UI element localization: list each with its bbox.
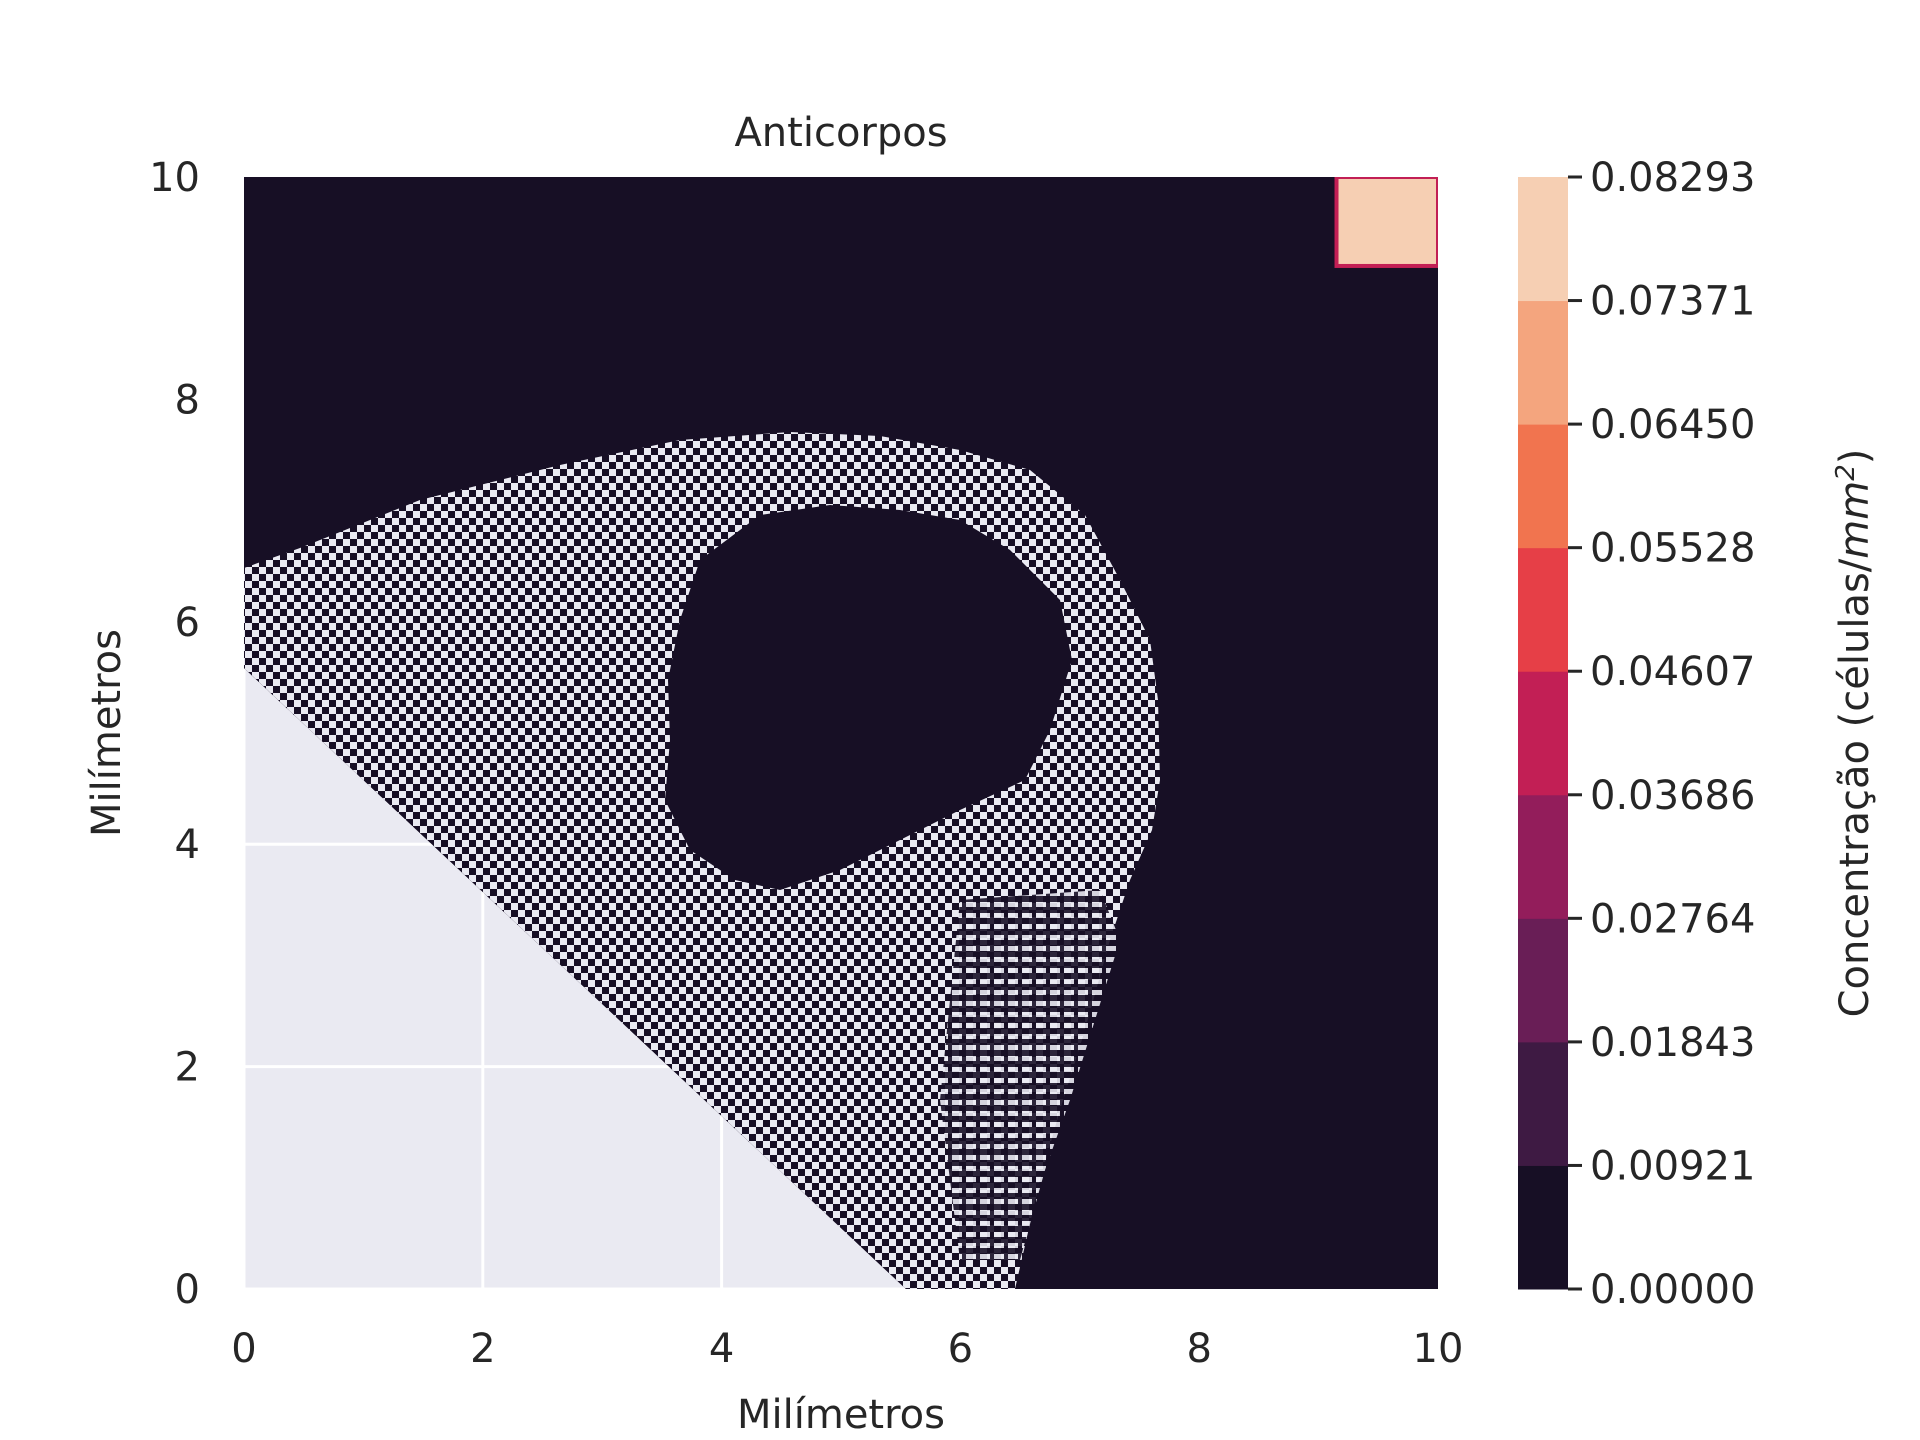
plot-area	[244, 177, 1438, 1289]
y-axis-label: Milímetros	[84, 629, 130, 837]
x-tick-label: 2	[470, 1326, 495, 1372]
high-concentration-patch	[1334, 177, 1438, 268]
colorbar-tick-label: 0.00000	[1590, 1267, 1755, 1313]
colorbar-segment	[1518, 671, 1568, 796]
y-tick-label: 8	[175, 377, 200, 423]
x-tick-label: 10	[1413, 1326, 1464, 1372]
colorbar-tick-label: 0.04607	[1590, 649, 1755, 695]
x-tick-label: 0	[231, 1326, 256, 1372]
colorbar-label-main: Concentração (células/	[1832, 558, 1878, 1017]
chart-title: Anticorpos	[734, 110, 947, 156]
y-tick-label: 0	[175, 1267, 200, 1313]
colorbar-tick-label: 0.00921	[1590, 1143, 1755, 1189]
colorbar-segment	[1518, 918, 1568, 1043]
colorbar-segment	[1518, 794, 1568, 919]
x-tick-label: 4	[709, 1326, 734, 1372]
x-axis-label: Milímetros	[737, 1392, 945, 1438]
high-patch-cell	[1334, 177, 1438, 268]
y-tick-label: 2	[175, 1045, 200, 1091]
colorbar-tick-label: 0.01843	[1590, 1020, 1755, 1066]
colorbar-tick-label: 0.05528	[1590, 526, 1755, 572]
y-tick-label: 6	[175, 600, 200, 646]
colorbar-tick-label: 0.07371	[1590, 279, 1755, 325]
colorbar-tick-label: 0.02764	[1590, 896, 1755, 942]
stripe-region	[940, 890, 1120, 1260]
dark-background-region	[244, 177, 1438, 1289]
colorbar-tick-label: 0.03686	[1590, 773, 1755, 819]
colorbar-label-unit: mm	[1832, 481, 1878, 559]
colorbar-segment	[1518, 424, 1568, 549]
colorbar-segment	[1518, 300, 1568, 425]
x-tick-label: 6	[948, 1326, 973, 1372]
colorbar-label-sup: 2	[1831, 464, 1861, 481]
colorbar-segment	[1518, 177, 1568, 302]
x-tick-label: 8	[1186, 1326, 1211, 1372]
colorbar-tick-label: 0.08293	[1590, 155, 1755, 201]
colorbar-segment	[1518, 1165, 1568, 1290]
colorbar-segment	[1518, 547, 1568, 672]
colorbar-label-close: )	[1832, 449, 1878, 465]
speckle-region	[244, 432, 1160, 1289]
y-tick-label: 10	[149, 155, 200, 201]
colorbar-tick-label: 0.06450	[1590, 402, 1755, 448]
y-tick-label: 4	[175, 822, 200, 868]
colorbar-segment	[1518, 1041, 1568, 1166]
y-axis-ticks: 0 2 4 6 8 10	[149, 155, 200, 1313]
colorbar-label: Concentração (células/mm2)	[1831, 449, 1878, 1018]
colorbar-ticks: 0.00000 0.00921 0.01843 0.02764 0.03686 0.046…	[1568, 155, 1755, 1313]
colorbar	[1518, 177, 1568, 1290]
x-axis-ticks: 0 2 4 6 8 10	[231, 1326, 1463, 1372]
